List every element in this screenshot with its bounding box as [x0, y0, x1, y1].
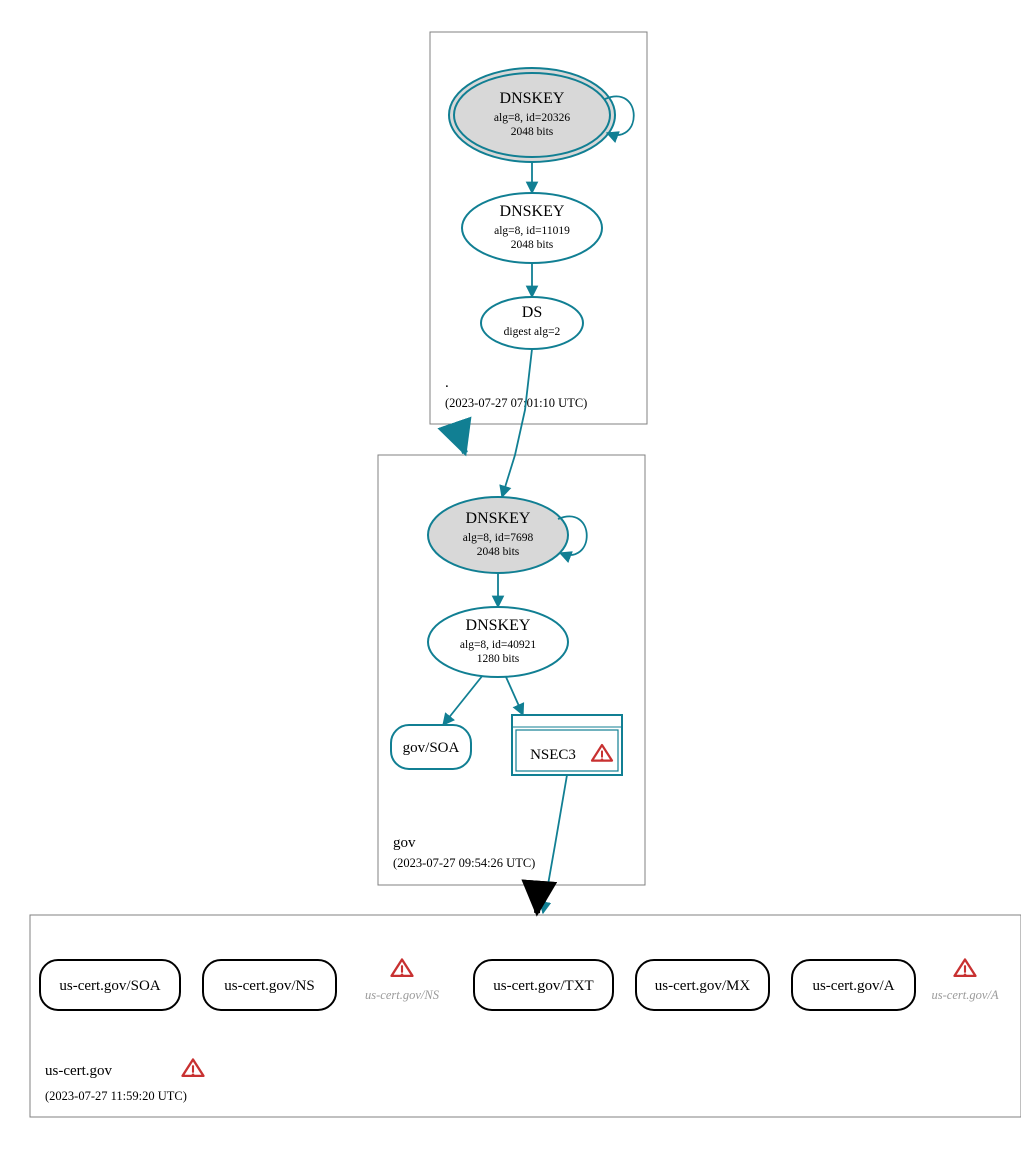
- svg-text:alg=8, id=7698: alg=8, id=7698: [463, 532, 534, 544]
- svg-text:(2023-07-27 09:54:26 UTC): (2023-07-27 09:54:26 UTC): [393, 856, 535, 870]
- svg-text:gov: gov: [393, 835, 416, 851]
- svg-text:us-cert.gov/TXT: us-cert.gov/TXT: [493, 978, 593, 994]
- svg-text:digest alg=2: digest alg=2: [504, 326, 561, 338]
- node-n7: [512, 715, 622, 775]
- svg-text:us-cert.gov/MX: us-cert.gov/MX: [655, 978, 751, 994]
- svg-text:(2023-07-27 11:59:20 UTC): (2023-07-27 11:59:20 UTC): [45, 1089, 187, 1103]
- edge-gov_box-uscert_box: [537, 885, 539, 913]
- zone-uscert: [30, 915, 1021, 1117]
- edge-n3-n4: [502, 349, 532, 497]
- svg-text:NSEC3: NSEC3: [530, 747, 576, 763]
- svg-text:2048 bits: 2048 bits: [477, 546, 520, 558]
- svg-text:alg=8, id=40921: alg=8, id=40921: [460, 639, 536, 651]
- edge-root_box-gov_box: [455, 424, 465, 453]
- svg-text:DNSKEY: DNSKEY: [466, 510, 531, 527]
- svg-text:us-cert.gov/SOA: us-cert.gov/SOA: [59, 978, 160, 994]
- svg-text:2048 bits: 2048 bits: [511, 239, 554, 251]
- edge-n5-n7: [506, 677, 523, 715]
- svg-text:2048 bits: 2048 bits: [511, 126, 554, 138]
- svg-text:us-cert.gov/NS: us-cert.gov/NS: [224, 978, 314, 994]
- svg-text:us-cert.gov: us-cert.gov: [45, 1063, 113, 1079]
- svg-text:alg=8, id=11019: alg=8, id=11019: [494, 225, 570, 237]
- dnssec-diagram: . (2023-07-27 07:01:10 UTC) gov (2023-07-27…: [15, 15, 1021, 1136]
- svg-text:(2023-07-27 07:01:10 UTC): (2023-07-27 07:01:10 UTC): [445, 396, 587, 410]
- svg-text:DNSKEY: DNSKEY: [500, 90, 565, 107]
- svg-text:alg=8, id=20326: alg=8, id=20326: [494, 112, 570, 124]
- svg-text:DNSKEY: DNSKEY: [500, 203, 565, 220]
- svg-text:us-cert.gov/A: us-cert.gov/A: [932, 988, 999, 1002]
- svg-text:DNSKEY: DNSKEY: [466, 617, 531, 634]
- edge-n7-uscert_box: [543, 775, 567, 913]
- edge-n5-n6: [443, 675, 483, 725]
- svg-text:us-cert.gov/NS: us-cert.gov/NS: [365, 988, 440, 1002]
- svg-text:.: .: [445, 375, 449, 391]
- svg-text:DS: DS: [522, 304, 542, 321]
- svg-text:1280 bits: 1280 bits: [477, 653, 520, 665]
- svg-text:gov/SOA: gov/SOA: [403, 740, 460, 756]
- svg-text:us-cert.gov/A: us-cert.gov/A: [812, 978, 894, 994]
